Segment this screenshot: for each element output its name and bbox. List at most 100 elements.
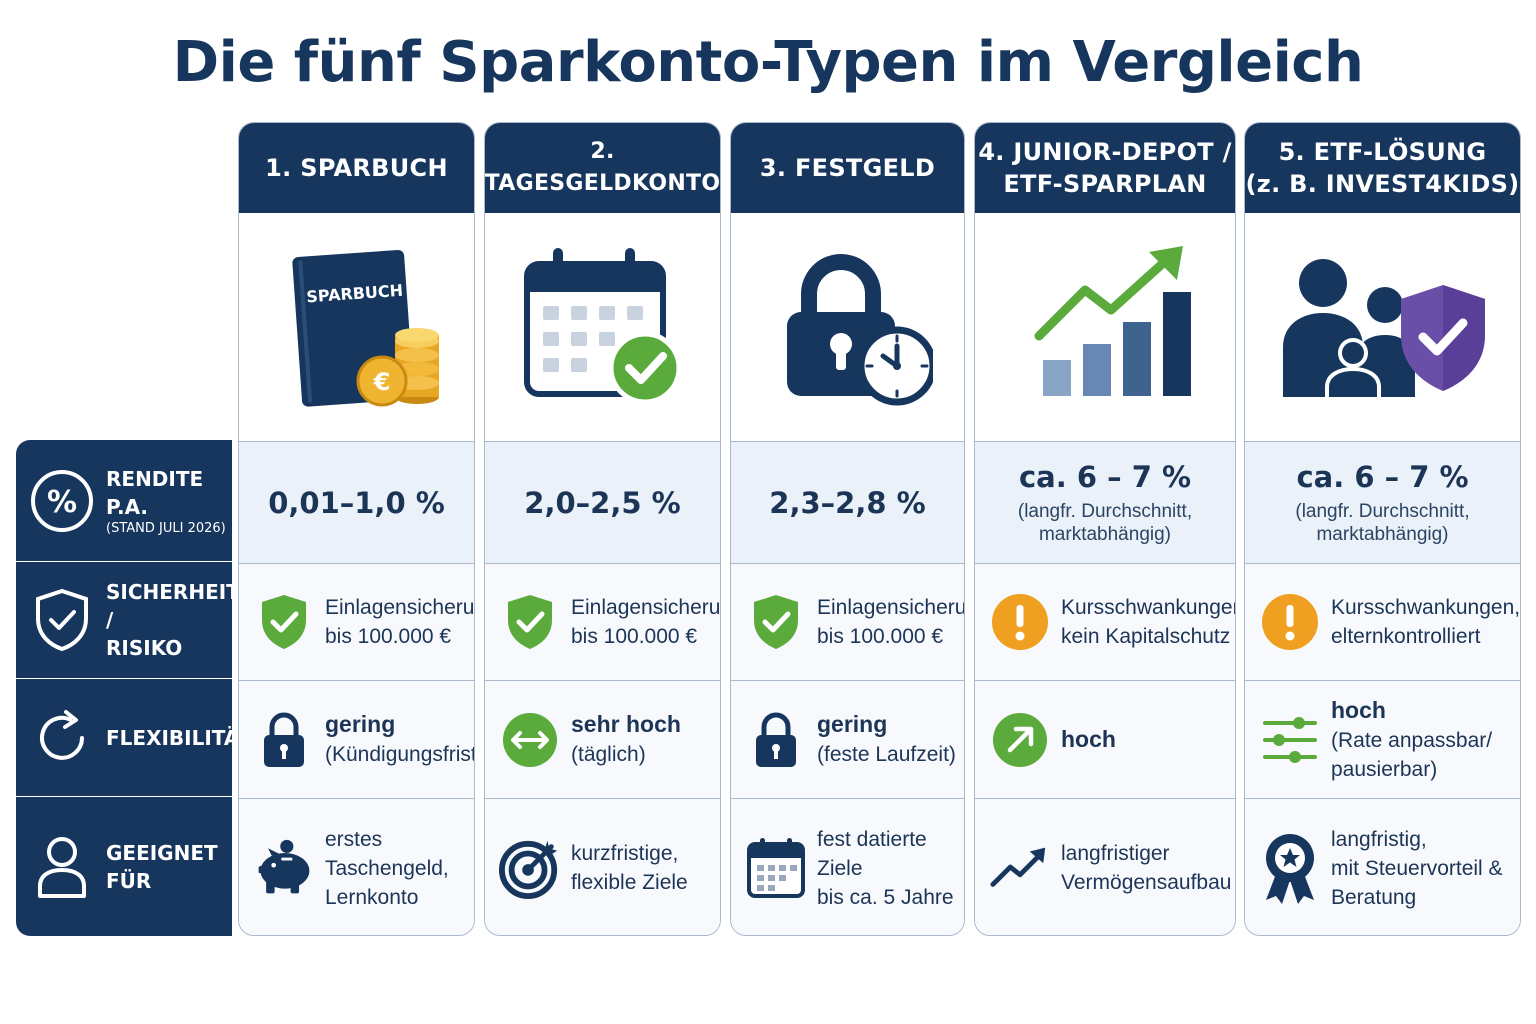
column-sparbuch: 1. SPARBUCH SPARBUCH € 0,01–1,0 % Einl xyxy=(238,122,475,936)
security-line-1: Einlagensicherung xyxy=(817,596,964,619)
security-line-1: Kursschwankungen, xyxy=(1331,596,1521,619)
person-icon xyxy=(26,831,98,903)
page-title: Die fünf Sparkonto-Typen im Vergleich xyxy=(172,30,1364,95)
padlock-clock-icon xyxy=(731,213,964,441)
security-line-2: bis 100.000 € xyxy=(571,625,698,648)
warning-icon xyxy=(1259,591,1321,653)
growth-chart-icon xyxy=(975,213,1235,441)
rate-value: ca. 6 – 7 % xyxy=(1018,459,1192,494)
column-festgeld: 3. FESTGELD 2,3–2,8 % Einlagensicherung … xyxy=(730,122,965,936)
suited-line-1: erstes Taschengeld, xyxy=(325,827,449,880)
calendar-icon xyxy=(745,837,807,899)
security-line-2: bis 100.000 € xyxy=(817,625,944,648)
security-line-2: bis 100.000 € xyxy=(325,625,452,648)
column-tagesgeldkonto: 2. TAGESGELDKONTO 2,0–2,5 % Einlagensich… xyxy=(484,122,721,936)
family-shield-icon xyxy=(1245,213,1520,441)
flex-cell: gering (feste Laufzeit) xyxy=(731,680,964,798)
security-cell: Einlagensicherung bis 100.000 € xyxy=(731,563,964,680)
flex-cell: hoch xyxy=(975,680,1235,798)
row-label-flexibilitaet: FLEXIBILITÄT xyxy=(106,725,252,750)
trend-up-icon xyxy=(989,837,1051,899)
arrows-horizontal-icon xyxy=(499,709,561,771)
flex-line-1: gering xyxy=(817,711,888,737)
rate-cell: 2,0–2,5 % xyxy=(485,441,720,563)
suited-line-1: kurzfristige, xyxy=(571,842,679,865)
flex-cell: sehr hoch (täglich) xyxy=(485,680,720,798)
suited-cell: langfristiger Vermögensaufbau xyxy=(975,798,1235,935)
shield-check-icon xyxy=(499,591,561,653)
security-line-2: kein Kapitalschutz xyxy=(1061,625,1231,648)
security-line-2: elternkontrolliert xyxy=(1331,625,1481,648)
suited-line-2: flexible Ziele xyxy=(571,871,688,894)
rate-note-1: (langfr. Durchschnitt, xyxy=(1017,500,1193,522)
refresh-icon xyxy=(26,702,98,774)
sliders-icon xyxy=(1259,709,1321,771)
security-line-1: Einlagensicherung xyxy=(571,596,721,619)
row-label-rendite: RENDITE P.A. xyxy=(106,466,204,519)
security-cell: Einlagensicherung bis 100.000 € xyxy=(239,563,474,680)
row-head-sicherheit: SICHERHEIT / RISIKO xyxy=(16,562,240,678)
suited-line-1: fest datierte Ziele xyxy=(817,827,927,880)
rate-cell: 0,01–1,0 % xyxy=(239,441,474,563)
suited-line-3: Beratung xyxy=(1331,885,1417,909)
rate-value: 2,0–2,5 % xyxy=(524,485,681,520)
column-junior-depot: 4. JUNIOR-DEPOT / ETF-SPARPLAN ca. 6 – 7… xyxy=(974,122,1236,936)
flex-line-2: (feste Laufzeit) xyxy=(817,743,956,766)
suited-line-2: bis ca. 5 Jahre xyxy=(817,885,954,909)
flex-line-3: pausierbar) xyxy=(1331,757,1438,781)
security-cell: Kursschwankungen, kein Kapitalschutz xyxy=(975,563,1235,680)
rate-note-2: marktabhängig) xyxy=(1038,523,1172,545)
row-label-geeignet: GEEIGNET FÜR xyxy=(106,840,218,893)
percent-icon: % xyxy=(26,465,98,537)
warning-icon xyxy=(989,591,1051,653)
suited-line-1: langfristig, xyxy=(1331,827,1427,851)
row-head-geeignet: GEEIGNET FÜR xyxy=(16,797,232,936)
suited-cell: erstes Taschengeld, Lernkonto xyxy=(239,798,474,935)
rate-cell: ca. 6 – 7 % (langfr. Durchschnitt, markt… xyxy=(1245,441,1520,563)
rate-note-2: marktabhängig) xyxy=(1316,523,1449,545)
suited-line-2: mit Steuervorteil & xyxy=(1331,856,1503,880)
lock-icon xyxy=(745,709,807,771)
column-head: 3. FESTGELD xyxy=(731,123,964,213)
flex-cell: gering (Kündigungsfrist) xyxy=(239,680,474,798)
award-ribbon-icon xyxy=(1259,834,1321,904)
arrow-up-right-icon xyxy=(989,709,1051,771)
rate-cell: ca. 6 – 7 % (langfr. Durchschnitt, markt… xyxy=(975,441,1235,563)
flex-cell: hoch (Rate anpassbar/ pausierbar) xyxy=(1245,680,1520,798)
column-head: 1. SPARBUCH xyxy=(239,123,474,213)
security-line-1: Einlagensicherung xyxy=(325,596,475,619)
flex-line-1: hoch xyxy=(1061,725,1116,752)
suited-cell: kurzfristige, flexible Ziele xyxy=(485,798,720,935)
suited-line-2: Vermögensaufbau xyxy=(1061,871,1232,894)
rate-value: 2,3–2,8 % xyxy=(769,485,926,520)
rate-note-1: (langfr. Durchschnitt, xyxy=(1295,500,1470,522)
security-line-1: Kursschwankungen, xyxy=(1061,596,1236,619)
row-label-sicherheit-1: SICHERHEIT / xyxy=(106,580,240,632)
calendar-check-icon xyxy=(485,213,720,441)
flex-line-2: (Kündigungsfrist) xyxy=(325,743,475,766)
flex-line-1: sehr hoch xyxy=(571,711,681,737)
flex-line-1: gering xyxy=(325,711,396,737)
security-cell: Kursschwankungen, elternkontrolliert xyxy=(1245,563,1520,680)
piggy-bank-icon xyxy=(253,837,315,899)
row-head-flexibilitaet: FLEXIBILITÄT xyxy=(16,679,251,796)
passbook-coins-icon: SPARBUCH € xyxy=(239,213,474,441)
column-etf-loesung: 5. ETF-LÖSUNG (z. B. INVEST4KIDS) ca. 6 … xyxy=(1244,122,1521,936)
shield-check-icon xyxy=(26,584,98,656)
rate-cell: 2,3–2,8 % xyxy=(731,441,964,563)
column-head: 4. JUNIOR-DEPOT / ETF-SPARPLAN xyxy=(975,123,1235,213)
suited-cell: langfristig, mit Steuervorteil & Beratun… xyxy=(1245,798,1520,935)
rate-value: 0,01–1,0 % xyxy=(268,485,445,520)
svg-text:€: € xyxy=(372,368,390,396)
target-icon xyxy=(499,837,561,899)
row-sublabel-rendite: (STAND JULI 2026) xyxy=(106,520,226,536)
flex-line-1: hoch xyxy=(1331,696,1386,723)
flex-line-2: (täglich) xyxy=(571,743,646,766)
column-head: 5. ETF-LÖSUNG (z. B. INVEST4KIDS) xyxy=(1245,123,1520,213)
shield-check-icon xyxy=(253,591,315,653)
suited-cell: fest datierte Ziele bis ca. 5 Jahre xyxy=(731,798,964,935)
column-head: 2. TAGESGELDKONTO xyxy=(485,123,720,213)
lock-icon xyxy=(253,709,315,771)
shield-check-icon xyxy=(745,591,807,653)
row-label-sicherheit-2: RISIKO xyxy=(106,636,183,660)
